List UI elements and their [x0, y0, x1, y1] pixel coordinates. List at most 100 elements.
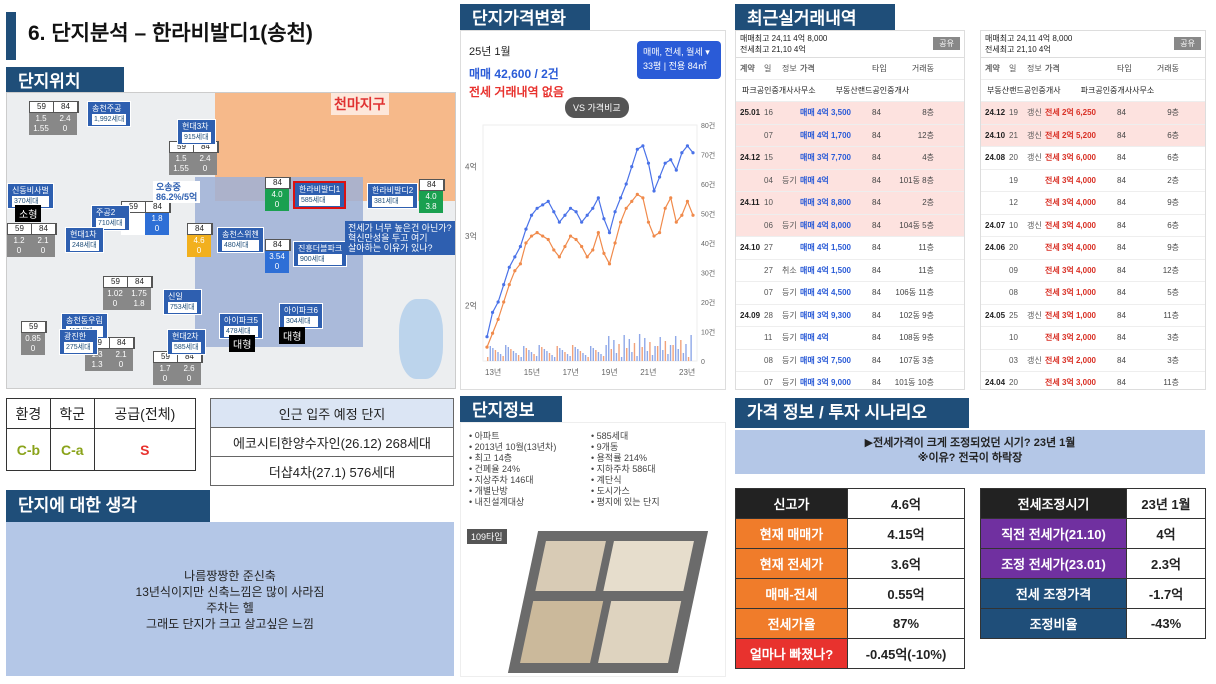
complex-tag[interactable]: 송천스위첸 480세대: [217, 227, 264, 253]
volume-bar: [533, 354, 535, 361]
trades-right-panel[interactable]: 매매최고 24,11 4억 8,000 전세최고 21,10 4억 공유 계약 일…: [980, 30, 1206, 390]
series-point: [663, 161, 667, 165]
map-marker[interactable]: 59 84 1.7 0 2.6 0: [153, 351, 203, 385]
trade-row[interactable]: 24.08 20 갱신 전세 3억 6,000 84 6층: [981, 147, 1205, 170]
info-item: • 지하주차 586대: [591, 464, 656, 474]
map-marker[interactable]: 59 84 1.2 0 2.1 0: [7, 223, 57, 257]
trade-row[interactable]: 12 전세 3억 4,000 84 9층: [981, 192, 1205, 215]
volume-bar: [654, 346, 656, 361]
thought-line: 주차는 헬: [206, 601, 254, 615]
map-marker-2[interactable]: 84 4.0 3.8: [419, 179, 445, 213]
map-marker[interactable]: 84 3.54 0: [265, 239, 291, 273]
trade-row[interactable]: 24.12 15 매매 3억 7,700 84 4층: [736, 147, 964, 170]
map-marker[interactable]: 59 84 1.02 0 1.75 1.8: [103, 276, 153, 310]
trade-row[interactable]: 24.05 25 갱신 전세 3억 1,000 84 11층: [981, 305, 1205, 327]
complex-tag[interactable]: 진흥더블파크 900세대: [293, 241, 348, 267]
trade-row[interactable]: 27 취소 매매 4억 1,500 84 11층: [736, 260, 964, 282]
trade-max-sale: 매매최고 24,11 4억 8,000: [740, 34, 828, 43]
trade-row[interactable]: 07 등기 매매 4억 4,500 84 106동 11층: [736, 282, 964, 305]
volume-bar: [574, 347, 576, 361]
trade-row[interactable]: 03 갱신 전세 3억 2,000 84 3층: [981, 350, 1205, 372]
y2-tick-label: 10건: [701, 328, 715, 337]
complex-tag[interactable]: 아이파크5 478세대: [219, 313, 263, 339]
complex-tag[interactable]: 아이파크6 304세대: [279, 303, 323, 329]
trade-row[interactable]: 08 등기 매매 3억 7,500 84 107동 3층: [736, 350, 964, 372]
trade-row[interactable]: 24.10 27 매매 4억 1,500 84 11층: [736, 237, 964, 260]
trade-row[interactable]: 24.12 19 갱신 전세 2억 6,250 84 9층: [981, 102, 1205, 125]
trade-row[interactable]: 19 전세 3억 4,000 84 2층: [981, 170, 1205, 192]
series-point: [574, 210, 578, 214]
series-point: [574, 237, 578, 242]
trade-row[interactable]: 08 전세 3억 1,000 84 5층: [981, 282, 1205, 305]
share-button[interactable]: 공유: [1174, 37, 1201, 50]
price-rent: 전세 거래내역 없음: [469, 85, 564, 99]
series-point: [657, 230, 662, 235]
map-marker-1[interactable]: 84 4.0 0: [265, 177, 291, 211]
complex-tag[interactable]: 송천주공 1,992세대: [87, 101, 132, 127]
volume-bar: [595, 350, 597, 361]
location-map[interactable]: 천마지구 59 84 1.5 1.55 2.4 0 59 84 1.5 1.55 2.4 0 59 8…: [6, 92, 456, 389]
trade-row[interactable]: 24.10 21 갱신 전세 2억 5,200 84 6층: [981, 124, 1205, 147]
volume-bar: [525, 348, 528, 361]
trade-row[interactable]: 11 등기 매매 4억 84 108동 9층: [736, 327, 964, 350]
complex-tag[interactable]: 현대2차 585세대: [167, 329, 206, 355]
trade-row[interactable]: 07 등기 매매 3억 9,000 84 101동 10층: [736, 372, 964, 389]
trade-row[interactable]: 24.06 20 전세 3억 4,000 84 9층: [981, 237, 1205, 260]
info-item: • 내진설계대상: [469, 497, 525, 507]
page-title: 6. 단지분석 – 한라비발디1(송천): [28, 22, 313, 45]
volume-bar: [548, 353, 551, 361]
series-point: [485, 345, 489, 349]
compare-button[interactable]: VS 가격비교: [565, 97, 629, 118]
map-marker[interactable]: 84 4.6 0: [187, 223, 213, 257]
series-point: [513, 269, 517, 273]
page-title-bar: 6. 단지분석 – 한라비발디1(송천): [6, 12, 446, 60]
volume-bar: [641, 347, 643, 361]
trade-row[interactable]: 09 전세 3억 4,000 84 12층: [981, 260, 1205, 282]
volume-bar: [687, 357, 690, 361]
rating-supply: S: [93, 428, 197, 471]
trade-row[interactable]: 10 전세 3억 2,000 84 3층: [981, 327, 1205, 350]
complex-tag[interactable]: 광진한 275세대: [59, 329, 98, 355]
map-marker[interactable]: 59 84 1.5 1.55 2.4 0: [29, 101, 79, 135]
trades-left-panel[interactable]: 매매최고 24,11 4억 8,000 전세최고 21,10 4억 공유 계약 일…: [735, 30, 965, 390]
trade-row[interactable]: 07 매매 4억 1,700 84 12층: [736, 124, 964, 147]
series-point: [641, 144, 645, 148]
info-item: • 도시가스: [591, 486, 630, 496]
volume-bar: [672, 345, 674, 361]
map-marker[interactable]: 59 0.85 0: [21, 321, 47, 355]
target-complex-tag[interactable]: 한라비발디1 585세대: [293, 181, 347, 209]
volume-bar: [669, 345, 672, 361]
volume-bar: [600, 354, 602, 361]
trade-row[interactable]: 24.07 10 갱신 전세 3억 4,000 84 6층: [981, 215, 1205, 237]
volume-bar: [677, 349, 679, 361]
filter-dropdown[interactable]: 매매, 전세, 월세 ▾ 33평 | 전용 84㎡: [637, 41, 721, 79]
trade-row[interactable]: 24.11 10 매매 3억 8,800 84 2층: [736, 192, 964, 215]
series-point: [613, 241, 617, 245]
price-chart[interactable]: 2억 3억 4억 0 10건 20건 30건 40건 50건 60건 70건 80건 13년 15년 17년…: [461, 115, 727, 391]
complex-tag[interactable]: 현대1차 248세대: [65, 227, 104, 253]
trade-row[interactable]: 24.04 20 전세 3억 3,000 84 11층: [981, 372, 1205, 389]
trade-row[interactable]: 25.01 16 매매 4억 3,500 84 8층: [736, 102, 964, 125]
volume-bar: [571, 345, 574, 361]
series-point: [669, 196, 673, 200]
complex-tag[interactable]: 한라비발디2 381세대: [367, 183, 419, 209]
series-point: [568, 234, 573, 238]
complex-tag[interactable]: 현대3차 915세대: [177, 119, 216, 145]
share-button[interactable]: 공유: [933, 37, 960, 50]
scenario-question: ▶전세가격이 크게 조정되었던 시기? 23년 1월: [864, 437, 1076, 449]
series-point: [580, 220, 584, 224]
volume-bar: [556, 346, 558, 361]
complex-tag[interactable]: 주공2 710세대: [91, 205, 130, 231]
trade-row[interactable]: 04 등기 매매 4억 84 101동 8층: [736, 169, 964, 192]
map-marker[interactable]: 59 84 1.5 1.55 2.4 0: [169, 141, 219, 175]
complex-tag[interactable]: 신일 753세대: [163, 289, 202, 315]
calc-row: 매매-전세 0.55억: [735, 578, 965, 609]
x-tick-label: 23년: [679, 367, 695, 377]
volume-bar: [551, 355, 553, 361]
trade-row[interactable]: 24.09 28 등기 매매 3억 9,300 84 102동 9층: [736, 305, 964, 327]
series-point: [541, 203, 545, 207]
trade-col-header: 계약 일 정보 가격 타입 거래동: [981, 57, 1205, 80]
volume-bar: [620, 357, 623, 361]
trade-row[interactable]: 06 등기 매매 4억 8,000 84 104동 5층: [736, 214, 964, 237]
series-point: [580, 244, 584, 249]
